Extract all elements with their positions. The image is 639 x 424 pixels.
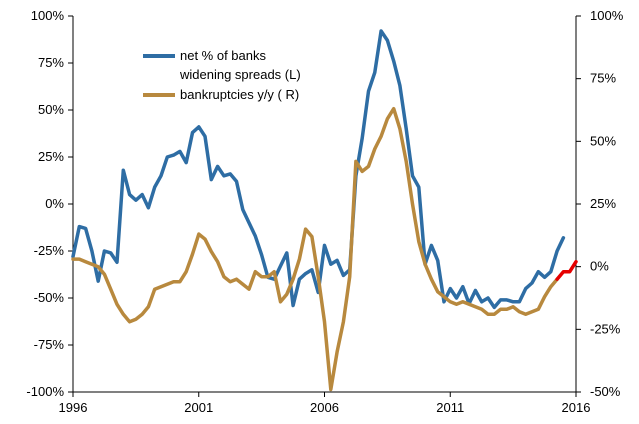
- left-tick-label: 50%: [38, 102, 64, 117]
- right-tick-label: 0%: [590, 259, 609, 274]
- right-tick-label: -25%: [590, 321, 621, 336]
- ticks-group: 100% 75% 50% 25% 0% -25% -50% -75% -100% 100% 75% 5…: [26, 8, 623, 415]
- right-tick-label: 100%: [590, 8, 624, 23]
- left-tick-label: 25%: [38, 149, 64, 164]
- left-tick-label: -75%: [34, 337, 65, 352]
- left-tick-label: 0%: [45, 196, 64, 211]
- legend-label-bankruptcies: bankruptcies y/y ( R): [180, 87, 299, 102]
- left-tick-label: -50%: [34, 290, 65, 305]
- right-tick-label: 75%: [590, 71, 616, 86]
- left-tick-label: 75%: [38, 55, 64, 70]
- legend-label-banks-line1: net % of banks: [180, 48, 266, 63]
- series-line-banks-widening-spreads: [71, 29, 566, 310]
- x-tick-label: 2001: [184, 400, 213, 415]
- legend: net % of banks widening spreads (L) bank…: [143, 48, 301, 102]
- right-tick-label: 50%: [590, 133, 616, 148]
- series-line-bankruptcies-projection: [555, 259, 578, 281]
- left-tick-label: -25%: [34, 243, 65, 258]
- x-tick-label: 1996: [59, 400, 88, 415]
- left-tick-label: -100%: [26, 384, 64, 399]
- right-tick-label: -50%: [590, 384, 621, 399]
- x-tick-label: 2011: [436, 400, 464, 415]
- x-tick-label: 2016: [562, 400, 591, 415]
- series-group: [71, 29, 578, 392]
- series-line-bankruptcies: [71, 106, 559, 392]
- left-tick-label: 100%: [31, 8, 65, 23]
- x-tick-label: 2006: [310, 400, 339, 415]
- legend-label-banks-line2: widening spreads (L): [179, 67, 301, 82]
- right-tick-label: 25%: [590, 196, 616, 211]
